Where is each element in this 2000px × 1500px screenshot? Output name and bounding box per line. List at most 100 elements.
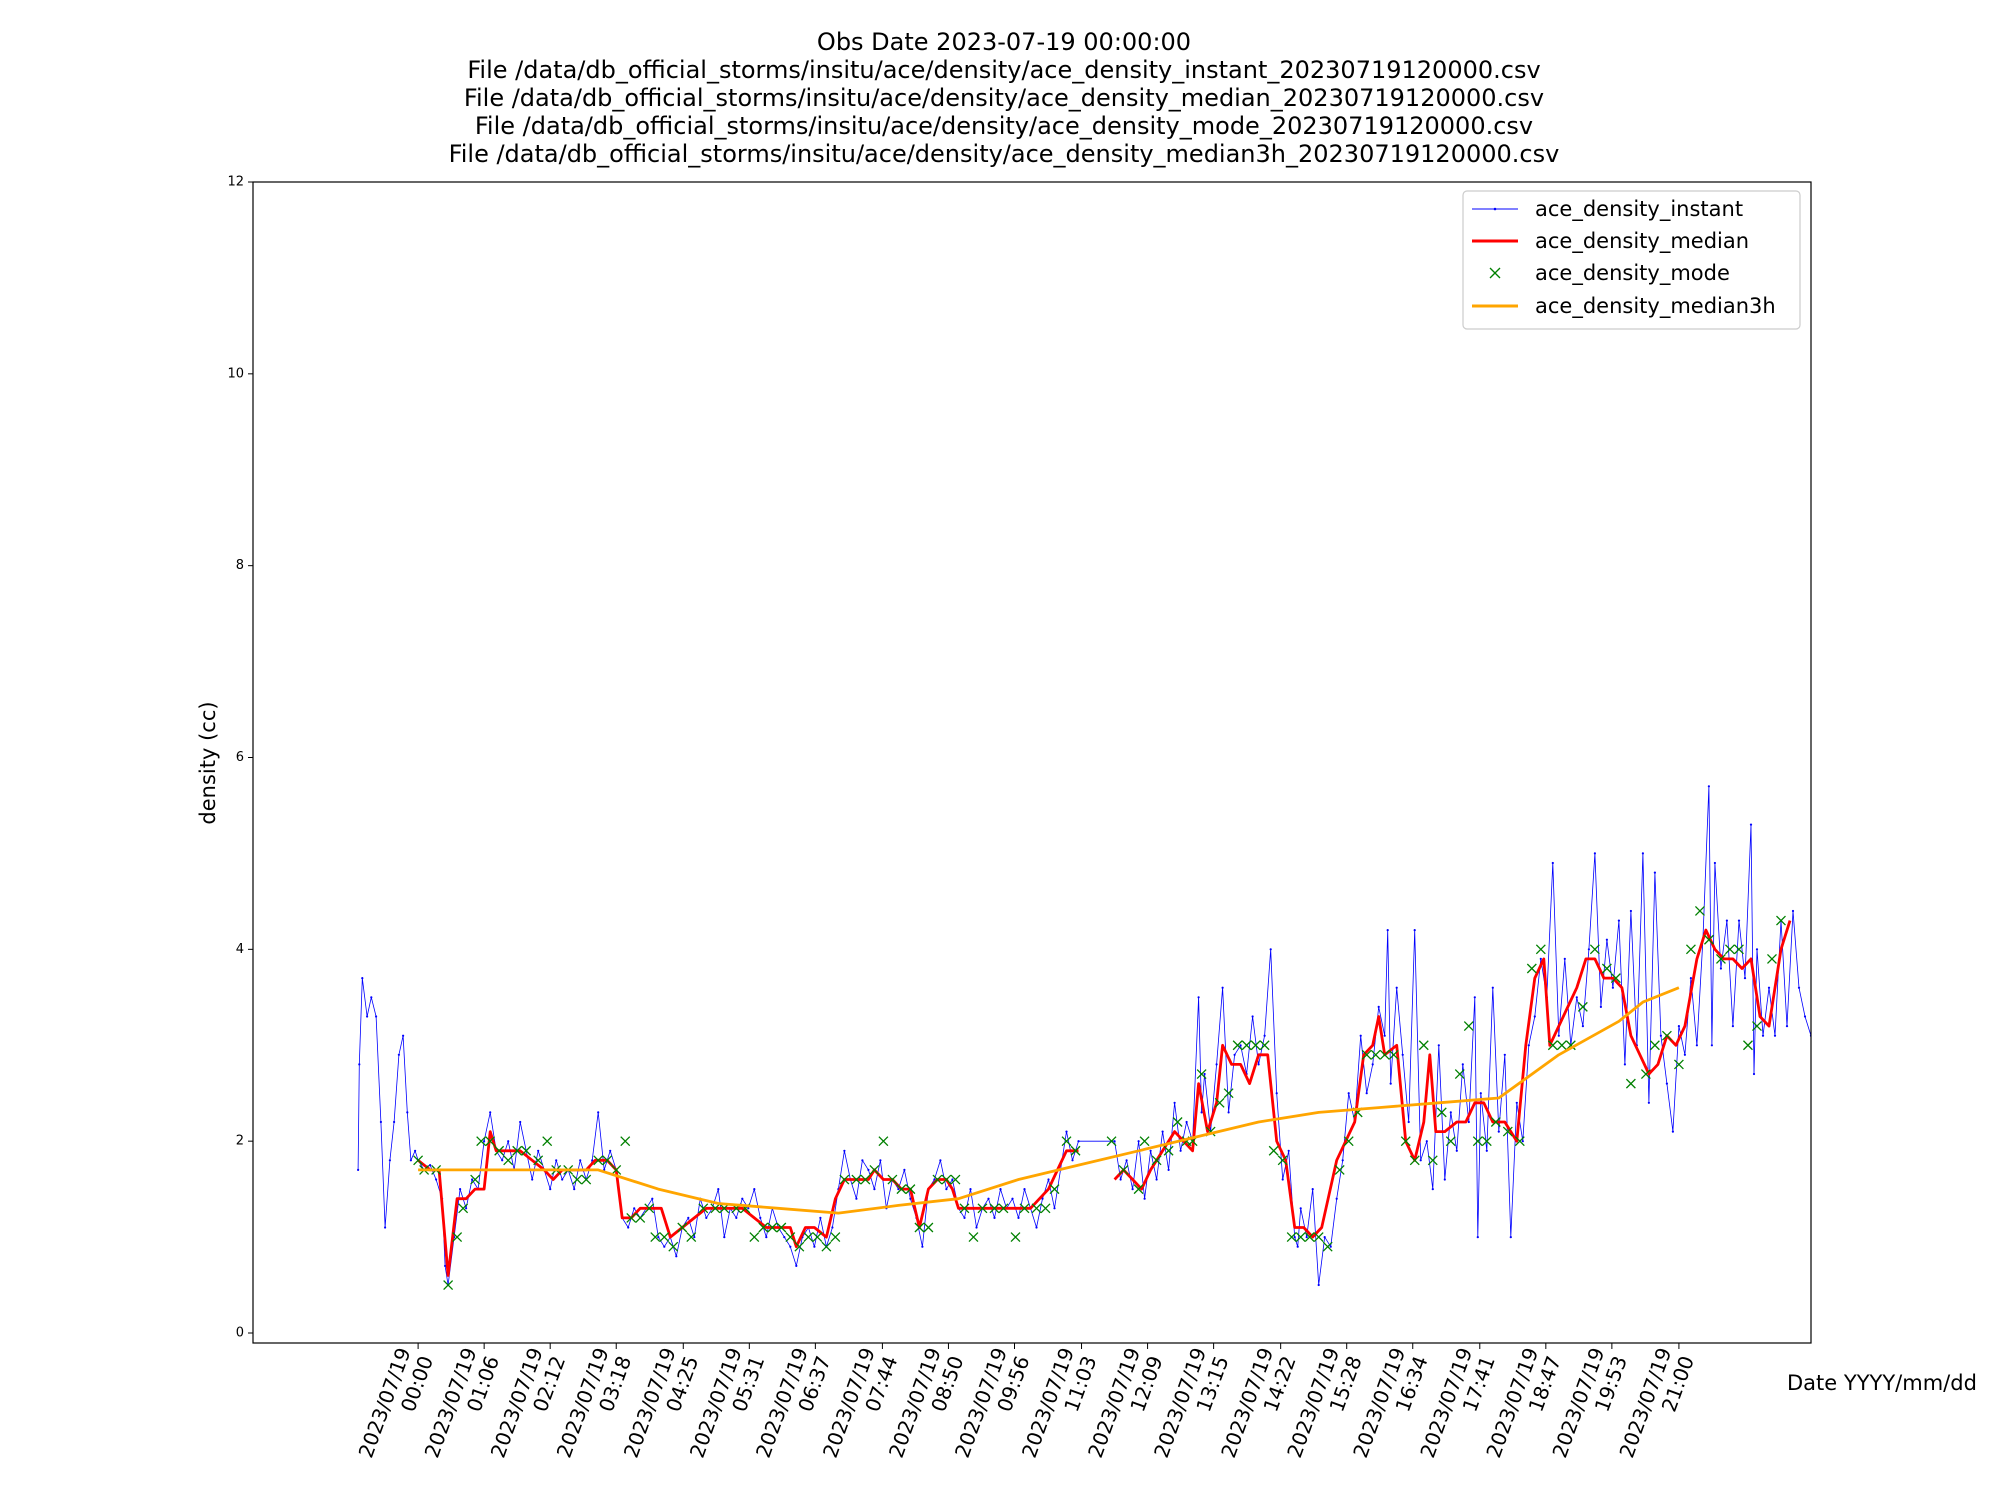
instant-point	[897, 1188, 900, 1191]
instant-point	[1761, 1034, 1765, 1037]
instant-point	[1629, 909, 1632, 913]
y-tick-label: 10	[227, 366, 244, 381]
mode-marker	[830, 1232, 841, 1243]
instant-point	[663, 1245, 666, 1248]
mode-marker	[1196, 1069, 1207, 1079]
mode-marker	[1685, 944, 1696, 955]
mode-marker	[758, 1222, 769, 1233]
instant-point	[1173, 1101, 1176, 1104]
mode-marker	[1649, 1040, 1660, 1051]
instant-point	[1563, 957, 1566, 961]
instant-point	[1752, 1072, 1756, 1076]
mode-marker	[1049, 1184, 1060, 1195]
mode-marker	[611, 1164, 622, 1175]
instant-point	[1653, 871, 1656, 874]
instant-point	[735, 1216, 738, 1219]
instant-point	[1671, 1130, 1674, 1133]
mode-marker	[1019, 1203, 1030, 1214]
mode-marker	[1139, 1136, 1150, 1147]
instant-point	[1119, 1178, 1122, 1181]
mode-marker	[905, 1184, 916, 1195]
mode-marker	[941, 1174, 952, 1185]
y-tick-label: 4	[236, 942, 244, 957]
mode-marker	[659, 1232, 670, 1243]
instant-point	[1503, 1053, 1506, 1056]
mode-marker	[1715, 953, 1726, 964]
instant-point	[1749, 823, 1753, 826]
mode-marker	[959, 1203, 970, 1214]
mode-marker	[1151, 1155, 1162, 1166]
mode-marker	[1535, 944, 1546, 955]
instant-point	[705, 1216, 708, 1219]
instant-point	[1305, 1236, 1308, 1239]
instant-point	[633, 1207, 636, 1210]
instant-point	[747, 1207, 750, 1210]
instant-point	[765, 1236, 768, 1239]
instant-point	[489, 1111, 492, 1114]
instant-point	[879, 1159, 882, 1162]
legend-box	[1462, 190, 1801, 330]
instant-point	[1407, 1120, 1410, 1124]
legend: ace_density_instant ace_density_median a…	[1462, 190, 1801, 330]
y-tick-label: 12	[227, 175, 244, 190]
plot-data-layer	[357, 785, 1944, 1290]
instant-point	[723, 1236, 726, 1239]
mode-marker	[644, 1203, 655, 1214]
legend-label-mode: ace_density_mode	[1535, 261, 1730, 286]
instant-point	[657, 1236, 660, 1239]
mode-marker	[1640, 1069, 1651, 1079]
instant-point	[435, 1178, 438, 1181]
mode-marker	[1703, 934, 1714, 945]
mode-marker	[1556, 1040, 1567, 1051]
instant-point	[1125, 1159, 1128, 1162]
x-axis: 2023/07/1900:002023/07/1901:062023/07/19…	[354, 1343, 1699, 1461]
mode-marker	[635, 1212, 646, 1223]
instant-point	[1647, 1101, 1650, 1104]
mode-marker	[785, 1232, 796, 1243]
instant-point	[843, 1149, 846, 1152]
instant-point	[1719, 967, 1722, 970]
mode-marker	[1250, 1040, 1261, 1051]
mode-marker	[1514, 1136, 1525, 1147]
instant-point	[1900, 996, 1902, 998]
mode-marker	[1589, 944, 1600, 955]
mode-marker	[839, 1174, 850, 1185]
instant-point	[1611, 986, 1614, 989]
mode-marker	[1463, 1021, 1474, 1032]
instant-point	[783, 1236, 786, 1239]
mode-marker	[1259, 1040, 1270, 1051]
instant-point	[1834, 1044, 1836, 1046]
mode-marker	[1031, 1203, 1042, 1214]
instant-point	[1281, 1178, 1284, 1181]
mode-marker	[1454, 1069, 1465, 1079]
mode-marker	[710, 1203, 721, 1214]
instant-point	[406, 1111, 409, 1114]
instant-point	[1797, 986, 1801, 989]
mode-marker	[1304, 1232, 1315, 1243]
legend-label-median: ace_density_median	[1535, 229, 1749, 254]
instant-point	[963, 1216, 966, 1219]
instant-point	[1617, 919, 1620, 922]
instant-point	[1942, 1063, 1944, 1065]
instant-point	[1785, 1025, 1789, 1028]
mode-marker	[413, 1155, 424, 1166]
mode-marker	[932, 1174, 943, 1185]
instant-point	[1035, 1226, 1038, 1229]
instant-point	[759, 1216, 762, 1219]
mode-marker	[1526, 963, 1537, 974]
mode-marker	[620, 1136, 631, 1147]
mode-marker	[887, 1174, 898, 1185]
mode-marker	[512, 1145, 523, 1156]
instant-point	[597, 1111, 600, 1114]
instant-point	[1912, 1035, 1914, 1037]
title-line-mode-file: File /data/db_official_storms/insitu/ace…	[475, 112, 1533, 140]
mode-marker	[896, 1184, 907, 1195]
mode-marker	[869, 1164, 880, 1175]
instant-point	[402, 1034, 405, 1037]
instant-point	[1689, 977, 1692, 980]
mode-marker	[1427, 1155, 1438, 1166]
instant-point	[1485, 1149, 1488, 1152]
mode-marker	[1163, 1145, 1174, 1156]
instant-point	[933, 1178, 936, 1181]
instant-point	[409, 1159, 412, 1162]
